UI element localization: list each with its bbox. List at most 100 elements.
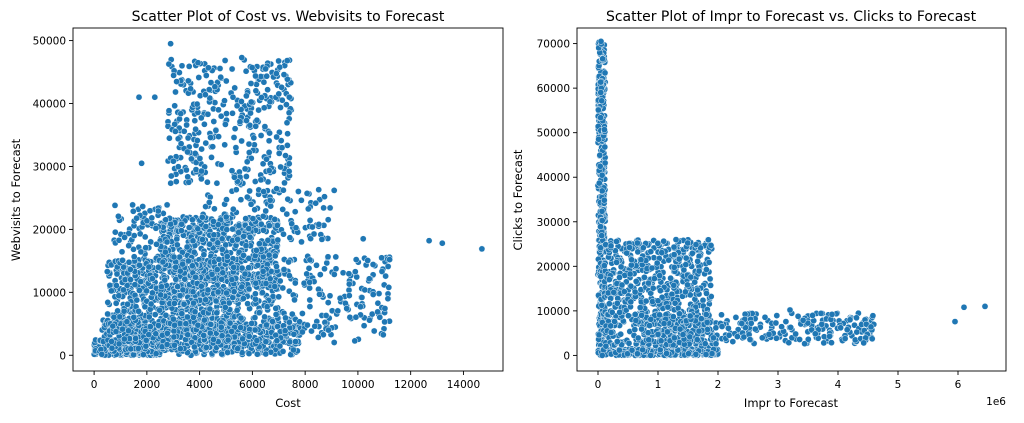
data-point — [260, 226, 267, 234]
data-point — [295, 188, 302, 195]
data-point — [352, 313, 360, 321]
data-point — [316, 271, 324, 278]
data-point — [133, 296, 141, 304]
data-point — [172, 178, 180, 185]
data-point — [191, 308, 199, 316]
data-point — [242, 215, 250, 222]
data-point — [230, 288, 238, 296]
data-point — [285, 167, 293, 175]
data-point — [119, 256, 126, 264]
data-point — [595, 179, 603, 187]
data-point — [163, 238, 171, 246]
data-point — [177, 110, 185, 118]
data-point — [352, 256, 360, 263]
data-point — [217, 161, 225, 169]
data-point — [241, 165, 249, 173]
data-point — [152, 350, 160, 358]
data-point — [181, 275, 189, 283]
data-point — [108, 287, 115, 295]
data-point — [248, 64, 256, 71]
data-point — [206, 305, 214, 313]
data-point — [595, 135, 602, 143]
data-point — [375, 290, 383, 297]
data-point — [263, 155, 270, 163]
data-point — [817, 310, 825, 317]
data-point — [104, 299, 112, 306]
data-point — [172, 276, 180, 283]
data-point — [300, 279, 308, 287]
data-point — [224, 349, 231, 356]
data-point — [237, 196, 245, 204]
data-point — [158, 283, 165, 291]
data-point — [240, 295, 247, 302]
data-point — [115, 212, 122, 220]
data-point — [271, 283, 279, 290]
data-point — [155, 322, 162, 329]
data-point — [251, 178, 259, 185]
data-point — [183, 121, 190, 129]
data-point — [272, 305, 280, 312]
data-point — [692, 350, 700, 358]
data-point — [782, 318, 790, 325]
data-point — [245, 149, 253, 156]
data-point — [156, 306, 163, 314]
data-point — [173, 235, 181, 243]
data-point — [103, 268, 111, 275]
data-point — [675, 255, 683, 263]
data-point — [298, 238, 305, 246]
data-point — [602, 342, 610, 350]
data-point — [198, 175, 205, 183]
data-point — [336, 294, 344, 302]
data-point — [292, 224, 300, 232]
data-point — [167, 172, 175, 180]
data-point — [346, 313, 354, 321]
data-point — [682, 288, 689, 296]
data-point — [184, 173, 192, 181]
data-point — [694, 257, 701, 265]
data-point — [177, 345, 184, 353]
data-point — [312, 199, 320, 207]
data-point — [170, 327, 178, 335]
data-point — [703, 266, 710, 273]
data-point — [274, 236, 282, 244]
data-point — [616, 274, 623, 281]
x-tick-label: 6000 — [239, 379, 266, 391]
data-point — [252, 122, 260, 130]
data-point — [707, 242, 715, 249]
data-point — [318, 236, 326, 243]
data-point — [853, 314, 860, 322]
data-point — [685, 350, 692, 358]
data-point — [262, 350, 270, 358]
data-point — [146, 323, 154, 330]
data-point — [670, 282, 678, 289]
x-tick-label: 4000 — [186, 379, 213, 391]
data-point — [639, 244, 647, 252]
data-point — [259, 268, 267, 275]
data-point — [179, 286, 187, 294]
y-tick-label: 0 — [59, 350, 66, 362]
data-point — [320, 204, 327, 212]
data-point — [253, 246, 260, 254]
data-point — [245, 285, 253, 293]
data-point — [178, 220, 185, 228]
data-point — [261, 123, 269, 130]
data-point — [706, 275, 714, 283]
data-point — [214, 239, 222, 247]
data-point — [217, 73, 225, 81]
data-point — [374, 308, 381, 316]
data-point — [692, 241, 700, 248]
data-point — [171, 102, 179, 110]
data-point — [607, 329, 615, 336]
data-point — [620, 288, 628, 295]
data-point — [174, 163, 182, 171]
data-point — [245, 333, 253, 340]
data-point — [378, 254, 385, 262]
data-point — [189, 216, 196, 224]
data-point — [234, 236, 241, 243]
data-point — [145, 331, 153, 338]
data-point — [272, 331, 280, 339]
data-point — [165, 60, 173, 68]
data-point — [145, 313, 153, 321]
data-point — [286, 234, 294, 242]
data-point — [157, 291, 165, 299]
